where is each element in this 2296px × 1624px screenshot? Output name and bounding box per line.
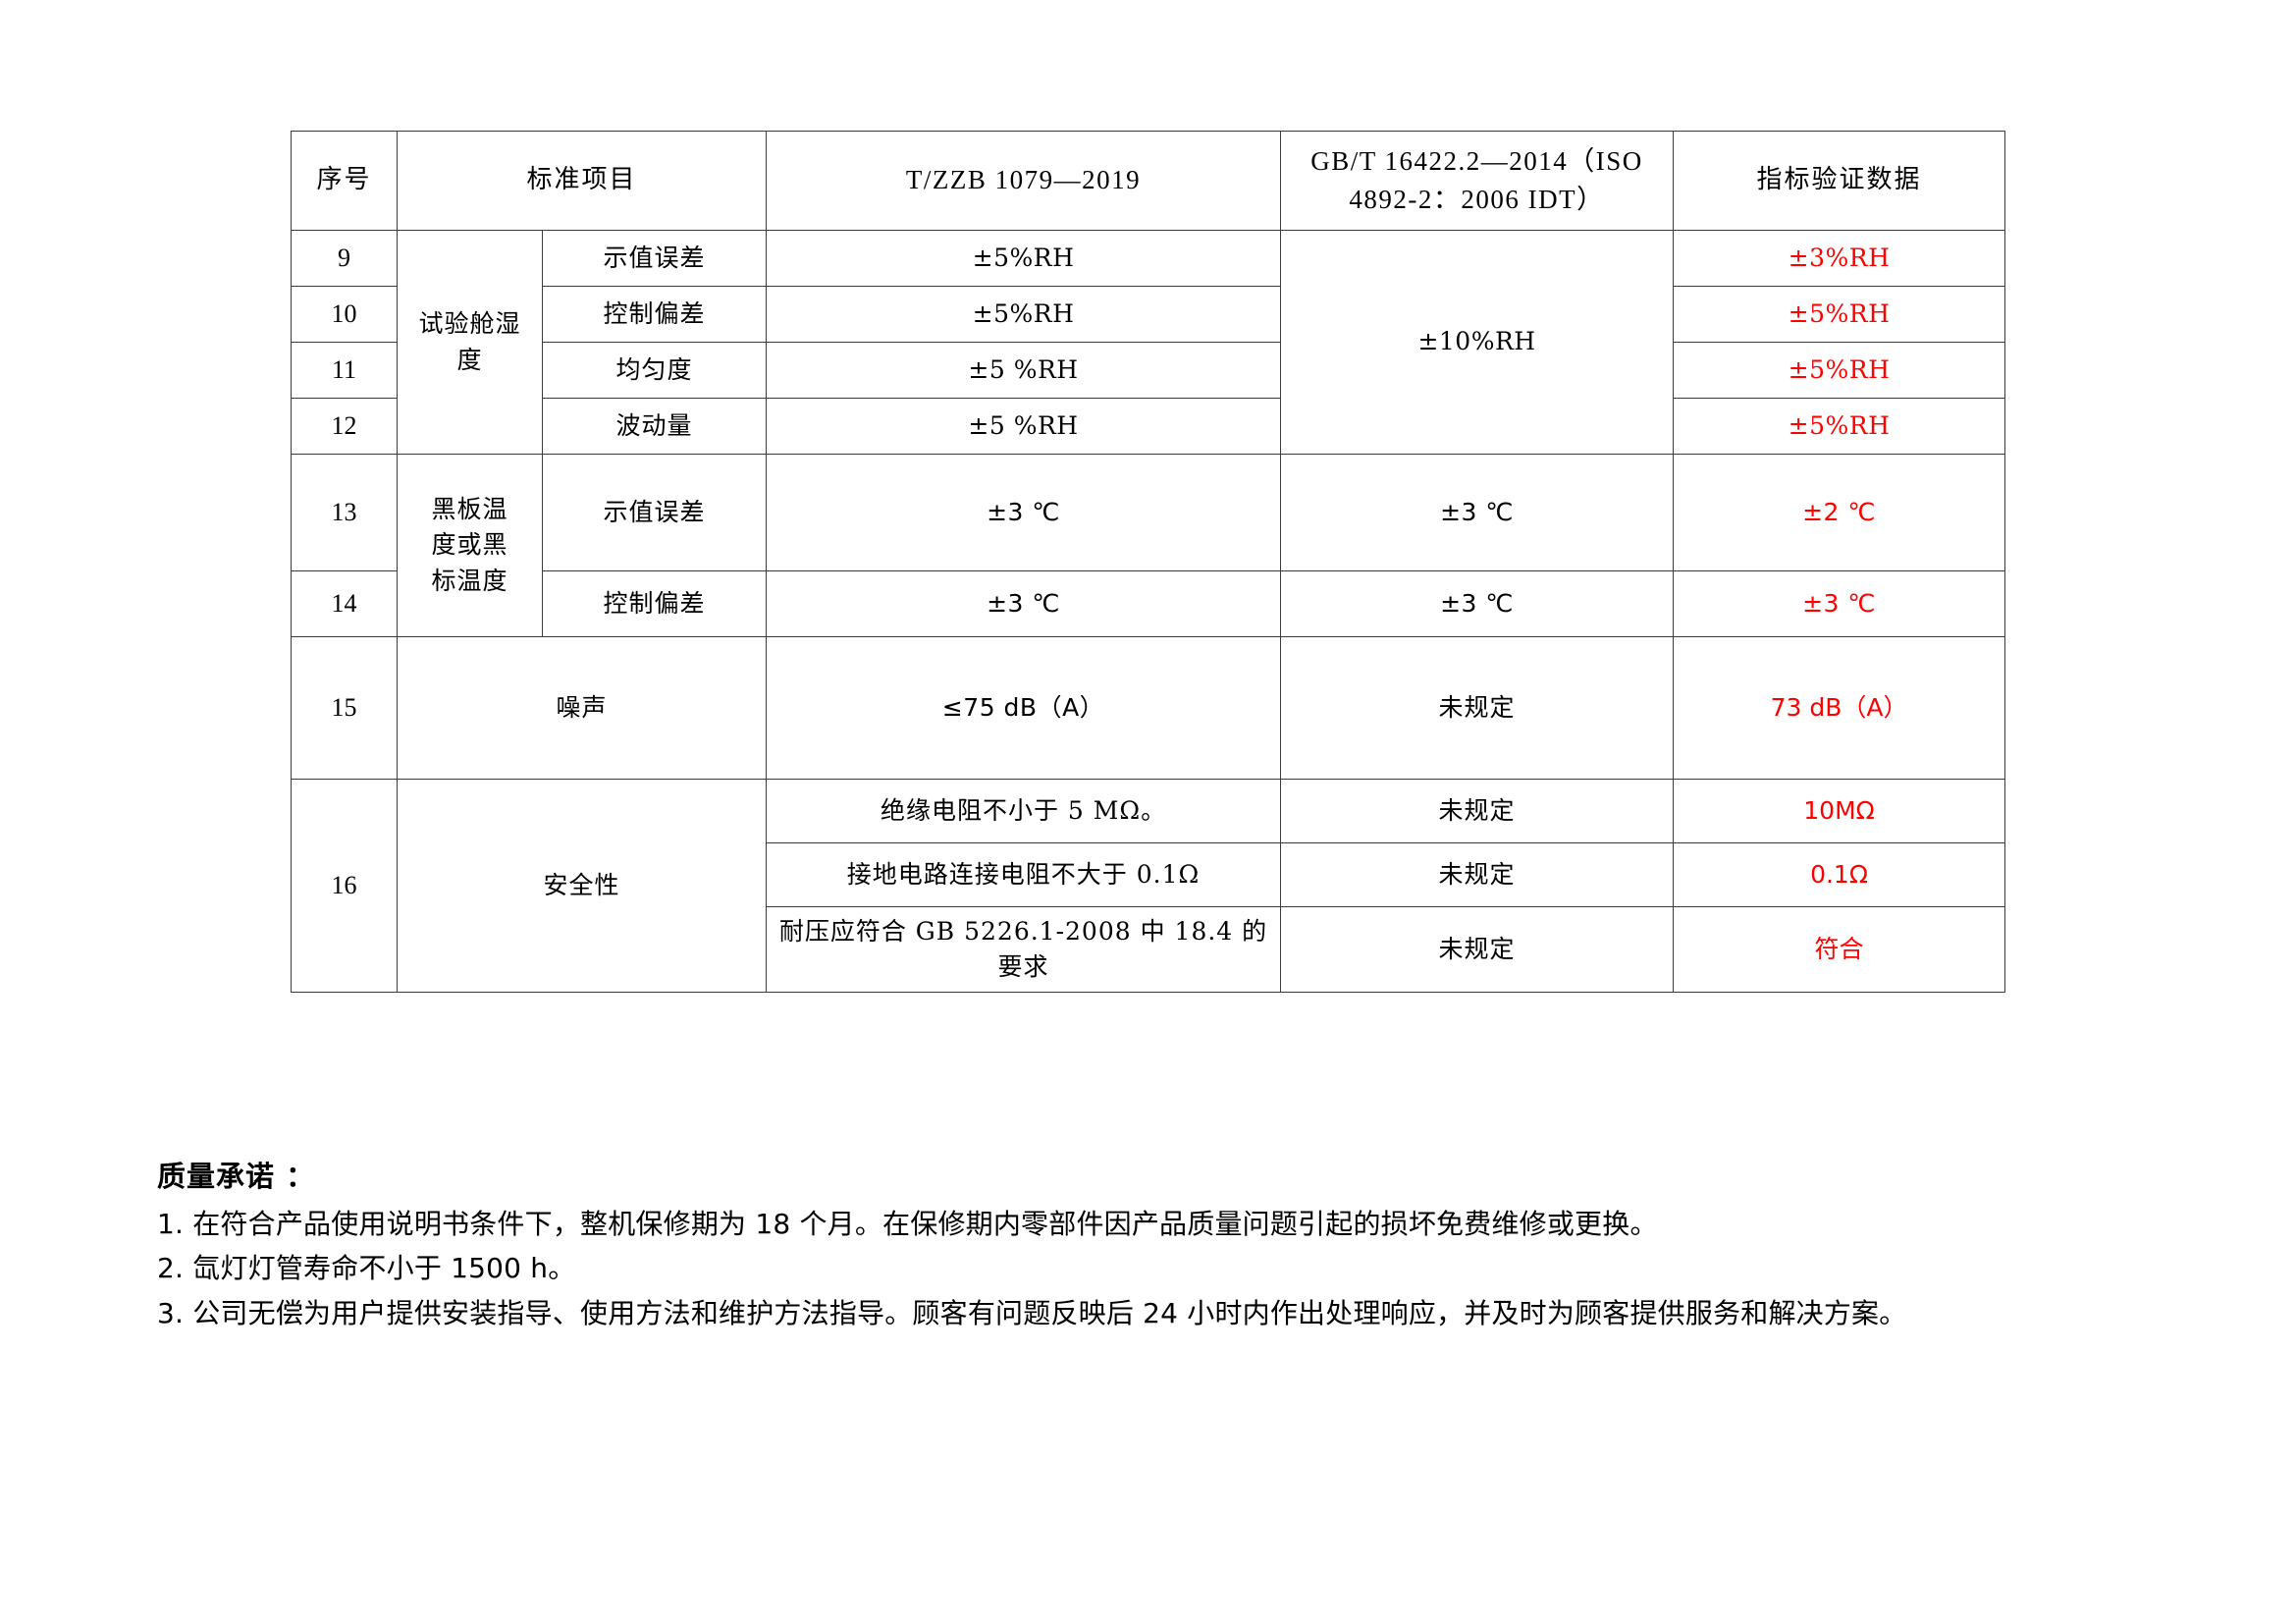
header-tzzb-standard: T/ZZB 1079—2019 — [766, 131, 1282, 231]
group-humidity-line2: 度 — [456, 345, 483, 374]
group-humidity: 试验舱湿 度 — [397, 230, 543, 455]
quality-commitment-item-1: 1. 在符合产品使用说明书条件下，整机保修期为 18 个月。在保修期内零部件因产… — [157, 1207, 1658, 1240]
quality-commitment-title: 质量承诺 ： — [157, 1160, 316, 1193]
row-tzzb-value: 接地电路连接电阻不大于 0.1Ω — [766, 842, 1282, 907]
table-row: 13 黑板温 度或黑 标温度 示值误差 ±3 ℃ ±3 ℃ ±2 ℃ — [291, 454, 2006, 637]
row-item: 控制偏差 — [541, 570, 768, 637]
row-tzzb-value: ±5 %RH — [766, 398, 1282, 455]
header-validation-data: 指标验证数据 — [1673, 131, 2006, 231]
table-row: 11 均匀度 ±5 %RH ±5%RH — [291, 342, 2006, 399]
row-validation-value: ±3 ℃ — [1673, 570, 2006, 637]
row-gbt-value: 未规定 — [1280, 906, 1675, 993]
row-item: 控制偏差 — [541, 286, 768, 343]
merged-gbt-humidity: ±10%RH — [1280, 230, 1675, 455]
group-blackpanel-line1: 黑板温 — [431, 495, 508, 524]
row-validation-value: 73 dB（A） — [1673, 636, 2006, 780]
table-row: 14 控制偏差 ±3 ℃ ±3 ℃ ±3 ℃ — [291, 570, 2006, 637]
table-row: 10 控制偏差 ±5%RH ±5%RH — [291, 286, 2006, 343]
row-no: 9 — [291, 230, 398, 287]
row-validation-value: ±5%RH — [1673, 286, 2006, 343]
row-validation-value: ±5%RH — [1673, 398, 2006, 455]
table-row: 耐压应符合 GB 5226.1-2008 中 18.4 的 要求 未规定 符合 — [292, 906, 2006, 993]
quality-commitment-item-2: 2. 氙灯灯管寿命不小于 1500 h。 — [157, 1252, 576, 1285]
row-tzzb-value: ±3 ℃ — [766, 454, 1282, 571]
row-validation-value: 符合 — [1673, 906, 2006, 993]
table-header-row: 序号 标准项目 T/ZZB 1079—2019 GB/T 16422.2—201… — [291, 131, 2006, 231]
header-gbt-line1: GB/T 16422.2—2014（ISO — [1310, 145, 1643, 176]
table-row: 12 波动量 ±5 %RH ±5%RH — [291, 398, 2006, 455]
row-no: 14 — [291, 570, 398, 637]
spec-comparison-table: 序号 标准项目 T/ZZB 1079—2019 GB/T 16422.2—201… — [291, 131, 2006, 993]
group-blackpanel-line3: 标温度 — [431, 566, 508, 595]
row-no: 16 — [291, 779, 398, 993]
row-tzzb-value: ≤75 dB（A） — [766, 636, 1282, 780]
row-item: 示值误差 — [541, 230, 768, 287]
group-black-panel-temperature: 黑板温 度或黑 标温度 — [397, 454, 543, 637]
row-no: 12 — [291, 398, 398, 455]
row-gbt-value: ±3 ℃ — [1280, 570, 1675, 637]
row-gbt-value: 未规定 — [1280, 636, 1675, 780]
header-gbt-standard: GB/T 16422.2—2014（ISO 4892-2：2006 IDT） — [1280, 131, 1675, 231]
quality-commitment-section: 质量承诺 ： 1. 在符合产品使用说明书条件下，整机保修期为 18 个月。在保修… — [157, 1154, 2169, 1335]
row-tzzb-value: ±5%RH — [766, 230, 1282, 287]
row-tzzb-value: 绝缘电阻不小于 5 MΩ。 — [766, 779, 1282, 843]
row-no: 13 — [291, 454, 398, 571]
row-no: 15 — [291, 636, 398, 780]
row-gbt-value: 未规定 — [1280, 842, 1675, 907]
row-validation-value: ±2 ℃ — [1673, 454, 2006, 571]
header-gbt-line2: 4892-2：2006 IDT） — [1349, 185, 1605, 214]
row-gbt-value: 未规定 — [1280, 779, 1675, 843]
group-humidity-line1: 试验舱湿 — [418, 309, 521, 339]
group-blackpanel-line2: 度或黑 — [431, 530, 508, 560]
group-safety: 安全性 — [396, 779, 768, 993]
header-standard-item: 标准项目 — [396, 131, 768, 231]
row-item: 波动量 — [541, 398, 768, 455]
row-tzzb-value: ±3 ℃ — [766, 570, 1282, 637]
table-row: 15 噪声 ≤75 dB（A） 未规定 73 dB（A） — [291, 636, 2006, 780]
row-item: 示值误差 — [541, 454, 768, 571]
row-no: 10 — [291, 286, 398, 343]
row-tzzb-value-line2: 要求 — [997, 952, 1049, 981]
row-validation-value: ±5%RH — [1673, 342, 2006, 399]
table-row: 接地电路连接电阻不大于 0.1Ω 未规定 0.1Ω — [292, 842, 2006, 907]
row-validation-value: ±3%RH — [1673, 230, 2006, 287]
table-row: 16 安全性 绝缘电阻不小于 5 MΩ。 未规定 10MΩ — [291, 779, 2006, 993]
table-row: 9 试验舱湿 度 示值误差 ±5%RH ±10%RH ±3%RH — [291, 230, 2006, 455]
row-tzzb-value: 耐压应符合 GB 5226.1-2008 中 18.4 的 要求 — [766, 906, 1282, 993]
row-item: 均匀度 — [541, 342, 768, 399]
row-tzzb-value: ±5 %RH — [766, 342, 1282, 399]
quality-commitment-item-3: 3. 公司无偿为用户提供安装指导、使用方法和维护方法指导。顾客有问题反映后 24… — [157, 1296, 1907, 1329]
spec-table-container: 序号 标准项目 T/ZZB 1079—2019 GB/T 16422.2—201… — [291, 131, 2006, 993]
header-no: 序号 — [291, 131, 398, 231]
row-gbt-value: ±3 ℃ — [1280, 454, 1675, 571]
row-no: 11 — [291, 342, 398, 399]
row-tzzb-value-line1: 耐压应符合 GB 5226.1-2008 中 18.4 的 — [778, 916, 1268, 946]
row-validation-value: 0.1Ω — [1673, 842, 2006, 907]
row-tzzb-value: ±5%RH — [766, 286, 1282, 343]
row-validation-value: 10MΩ — [1673, 779, 2006, 843]
group-noise: 噪声 — [396, 636, 768, 780]
